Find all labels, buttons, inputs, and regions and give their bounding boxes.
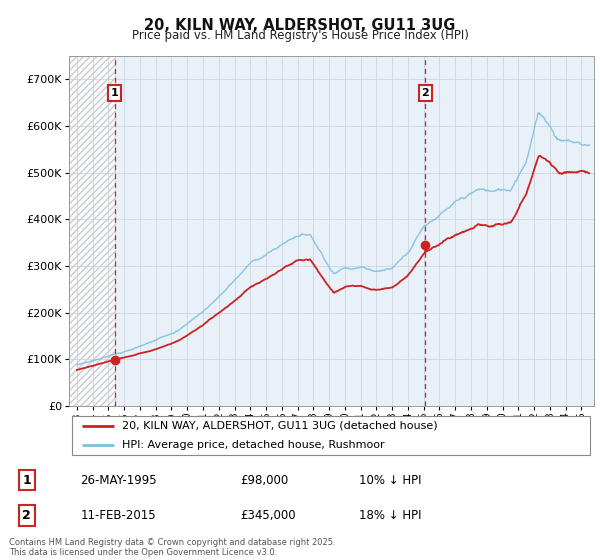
- Text: Contains HM Land Registry data © Crown copyright and database right 2025.
This d: Contains HM Land Registry data © Crown c…: [9, 538, 335, 557]
- Text: 10% ↓ HPI: 10% ↓ HPI: [359, 474, 422, 487]
- Text: 2: 2: [422, 88, 430, 98]
- Text: 2: 2: [22, 509, 31, 522]
- Text: 1: 1: [111, 88, 119, 98]
- FancyBboxPatch shape: [71, 416, 590, 455]
- Text: 18% ↓ HPI: 18% ↓ HPI: [359, 509, 422, 522]
- Bar: [69, 56, 115, 406]
- Text: 26-MAY-1995: 26-MAY-1995: [80, 474, 157, 487]
- Text: £345,000: £345,000: [241, 509, 296, 522]
- Text: 20, KILN WAY, ALDERSHOT, GU11 3UG (detached house): 20, KILN WAY, ALDERSHOT, GU11 3UG (detac…: [121, 421, 437, 431]
- Text: £98,000: £98,000: [241, 474, 289, 487]
- Text: Price paid vs. HM Land Registry's House Price Index (HPI): Price paid vs. HM Land Registry's House …: [131, 29, 469, 42]
- Text: 20, KILN WAY, ALDERSHOT, GU11 3UG: 20, KILN WAY, ALDERSHOT, GU11 3UG: [145, 18, 455, 33]
- Text: HPI: Average price, detached house, Rushmoor: HPI: Average price, detached house, Rush…: [121, 440, 384, 450]
- Text: 1: 1: [22, 474, 31, 487]
- Text: 11-FEB-2015: 11-FEB-2015: [80, 509, 156, 522]
